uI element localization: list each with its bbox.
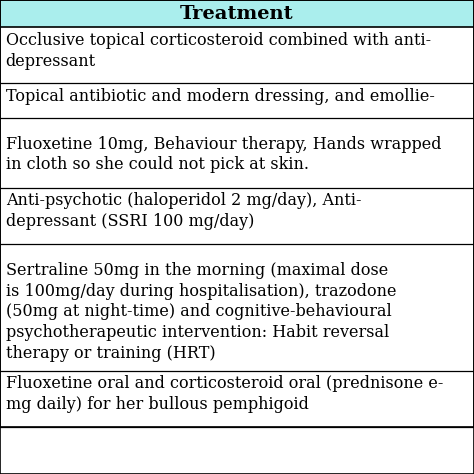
Bar [0,371,474,427]
Text: Topical antibiotic and modern dressing, and emollie-: Topical antibiotic and modern dressing, … [6,88,435,105]
Text: Occlusive topical corticosteroid combined with anti-
depressant: Occlusive topical corticosteroid combine… [6,32,431,70]
Bar [0,244,474,371]
Text: Fluoxetine oral and corticosteroid oral (prednisone e-
mg daily) for her bullous: Fluoxetine oral and corticosteroid oral … [6,375,443,413]
Bar [0,0,474,27]
Bar [0,188,474,244]
Bar [0,118,474,188]
Text: Anti-psychotic (haloperidol 2 mg/day), Anti-
depressant (SSRI 100 mg/day): Anti-psychotic (haloperidol 2 mg/day), A… [6,192,361,230]
Text: Fluoxetine 10mg, Behaviour therapy, Hands wrapped
in cloth so she could not pick: Fluoxetine 10mg, Behaviour therapy, Hand… [6,136,441,173]
Text: Treatment: Treatment [180,5,294,23]
Bar [0,83,474,118]
Text: Sertraline 50mg in the morning (maximal dose
is 100mg/day during hospitalisation: Sertraline 50mg in the morning (maximal … [6,262,396,362]
Bar [0,27,474,83]
